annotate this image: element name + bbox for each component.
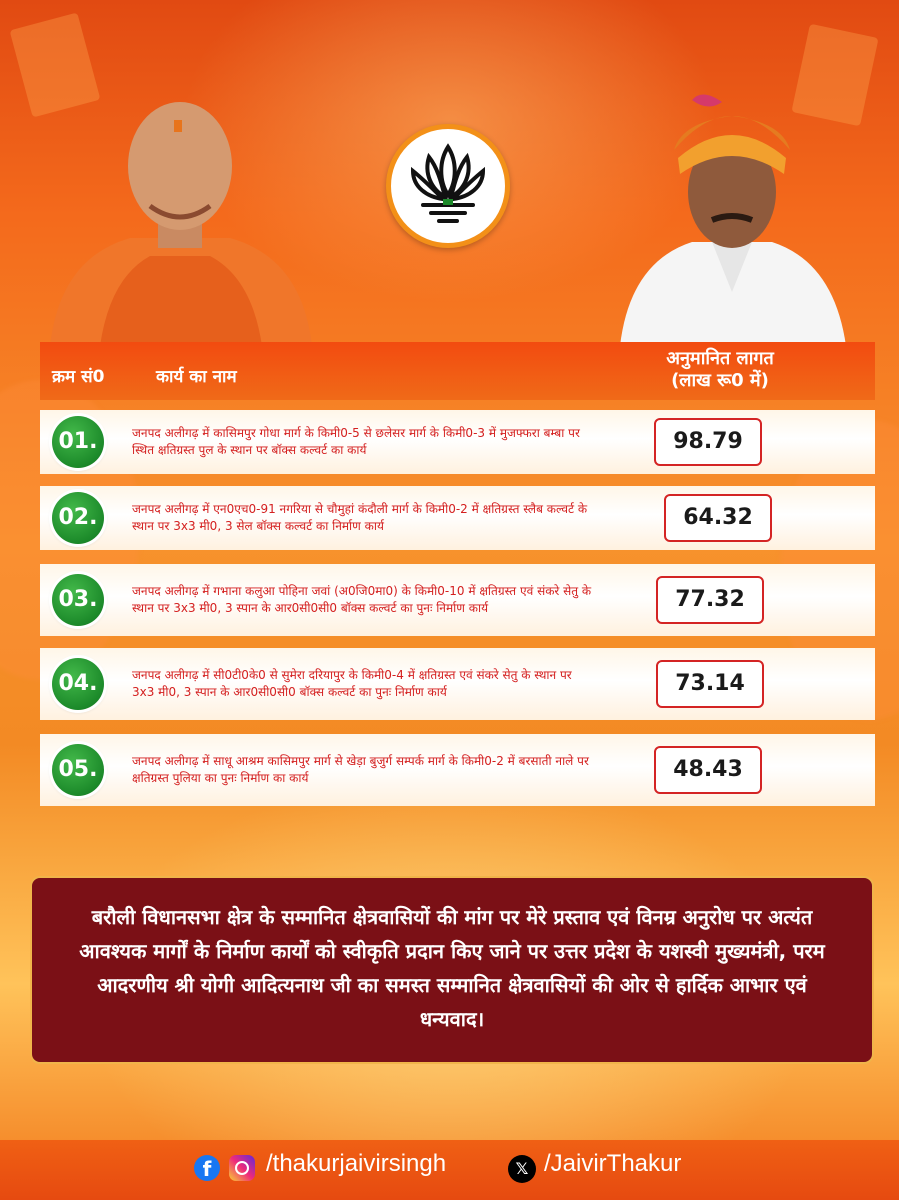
party-logo bbox=[386, 124, 510, 248]
header-work-name: कार्य का नाम bbox=[156, 367, 237, 387]
row-cost: 64.32 bbox=[664, 494, 772, 542]
table-row: 01. जनपद अलीगढ़ में कासिमपुर गोधा मार्ग … bbox=[40, 410, 875, 474]
thank-you-message: बरौली विधानसभा क्षेत्र के सम्मानित क्षेत… bbox=[79, 905, 825, 1031]
portrait-right bbox=[620, 94, 846, 346]
header-cost-line1: अनुमानित लागत bbox=[666, 348, 774, 369]
row-work-description: जनपद अलीगढ़ में गभाना कलुआ पोहिना जवां (… bbox=[132, 584, 592, 615]
works-table: क्रम सं0 कार्य का नाम अनुमानित लागत (लाख… bbox=[40, 342, 875, 808]
lotus-icon bbox=[410, 143, 486, 223]
row-work-description: जनपद अलीगढ़ में एन0एच0-91 नगरिया से चौमु… bbox=[132, 502, 588, 533]
x-icon[interactable]: 𝕏 bbox=[508, 1155, 536, 1183]
row-number-badge: 04. bbox=[52, 658, 104, 710]
facebook-instagram-handle[interactable]: /thakurjaivirsingh bbox=[266, 1150, 447, 1177]
table-row: 04. जनपद अलीगढ़ में सी0टी0के0 से सुमेरा … bbox=[40, 648, 875, 720]
header-serial-no: क्रम सं0 bbox=[52, 367, 105, 387]
table-row: 05. जनपद अलीगढ़ में साधू आश्रम कासिमपुर … bbox=[40, 734, 875, 806]
header-cost-line2: (लाख रू0 में) bbox=[671, 370, 769, 391]
row-number-badge: 01. bbox=[52, 416, 104, 468]
row-number-badge: 05. bbox=[52, 744, 104, 796]
row-work-description: जनपद अलीगढ़ में साधू आश्रम कासिमपुर मार्… bbox=[132, 754, 589, 785]
facebook-icon[interactable]: f bbox=[194, 1155, 220, 1181]
row-work-description: जनपद अलीगढ़ में कासिमपुर गोधा मार्ग के क… bbox=[132, 426, 580, 457]
portrait-left bbox=[50, 102, 312, 346]
footer-bar bbox=[0, 1140, 899, 1200]
row-cost: 48.43 bbox=[654, 746, 762, 794]
row-number-badge: 02. bbox=[52, 492, 104, 544]
row-work-description: जनपद अलीगढ़ में सी0टी0के0 से सुमेरा दरिय… bbox=[132, 668, 572, 699]
row-cost: 77.32 bbox=[656, 576, 764, 624]
row-cost: 98.79 bbox=[654, 418, 762, 466]
instagram-icon[interactable] bbox=[229, 1155, 255, 1181]
thank-you-message-box: बरौली विधानसभा क्षेत्र के सम्मानित क्षेत… bbox=[30, 876, 874, 1064]
table-header: क्रम सं0 कार्य का नाम अनुमानित लागत (लाख… bbox=[40, 342, 875, 400]
header-estimated-cost: अनुमानित लागत (लाख रू0 में) bbox=[600, 348, 840, 392]
row-cost: 73.14 bbox=[656, 660, 764, 708]
row-number-badge: 03. bbox=[52, 574, 104, 626]
table-row: 03. जनपद अलीगढ़ में गभाना कलुआ पोहिना जव… bbox=[40, 564, 875, 636]
x-handle[interactable]: /JaivirThakur bbox=[544, 1150, 682, 1177]
table-row: 02. जनपद अलीगढ़ में एन0एच0-91 नगरिया से … bbox=[40, 486, 875, 550]
